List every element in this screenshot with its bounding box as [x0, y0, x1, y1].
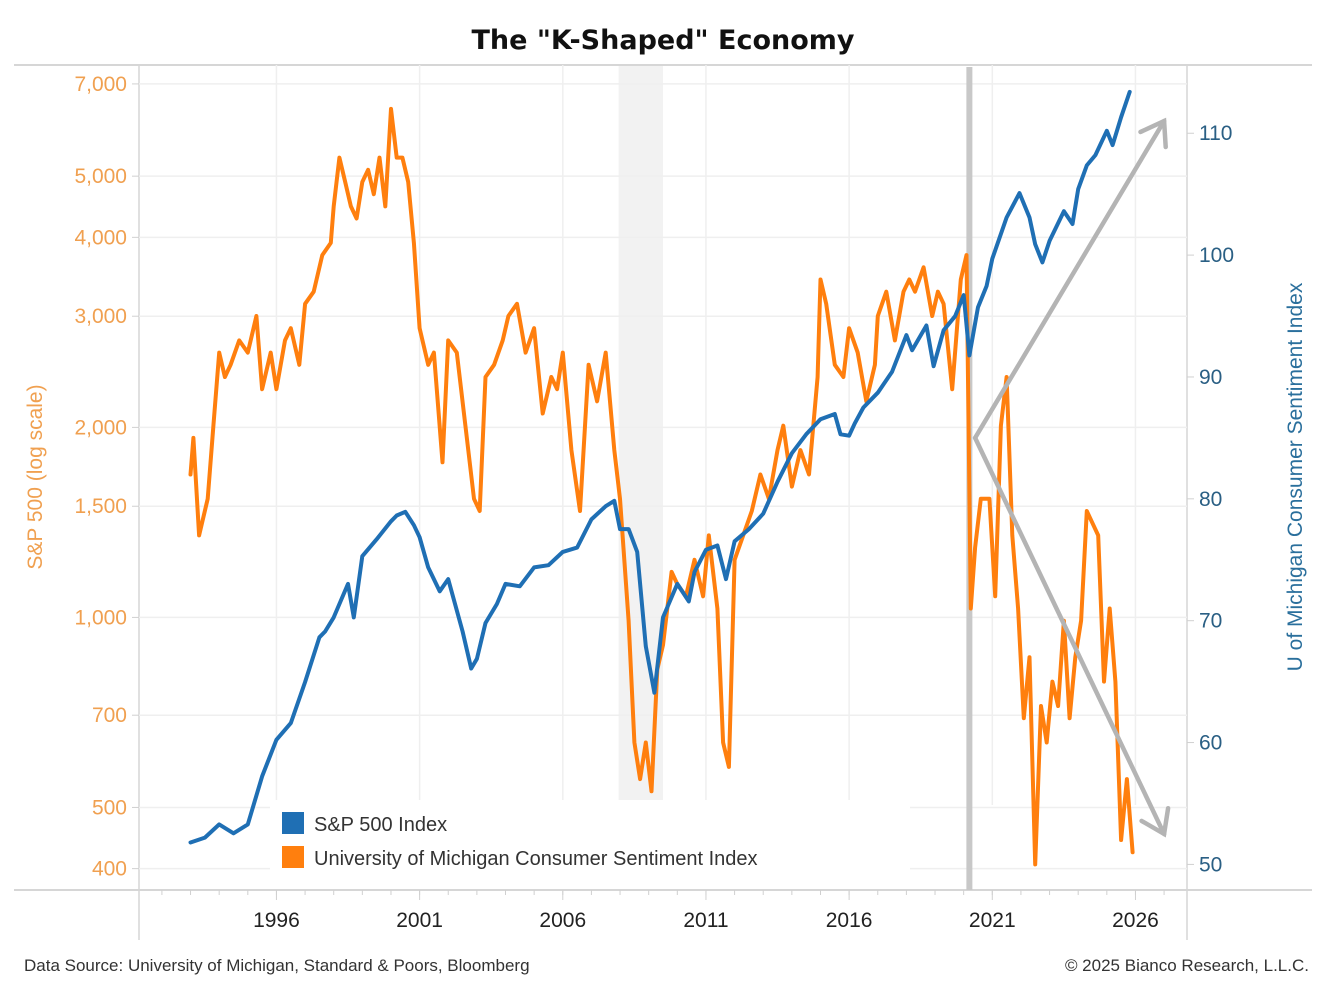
- legend-label-sentiment: University of Michigan Consumer Sentimen…: [314, 848, 758, 870]
- k-arrows: [972, 117, 1171, 838]
- left-tick-label: 1,000: [74, 606, 127, 629]
- x-tick-label: 2016: [826, 909, 873, 932]
- left-tick-label: 5,000: [74, 165, 127, 188]
- k-upper-arrow-shaft: [972, 118, 1167, 441]
- right-axis-ticks: 50 60 70 80 90 100 110: [1187, 122, 1234, 876]
- legend: S&P 500 Index University of Michigan Con…: [270, 800, 910, 880]
- right-axis-label: U of Michigan Consumer Sentiment Index: [1284, 282, 1307, 671]
- legend-label-sp500: S&P 500 Index: [314, 814, 447, 836]
- copyright-note: © 2025 Bianco Research, L.L.C.: [1065, 956, 1309, 975]
- series-layer: [188, 89, 1135, 867]
- x-tick-label: 2021: [969, 909, 1016, 932]
- sp500-line: [188, 89, 1132, 845]
- gridlines: [139, 65, 1187, 870]
- x-axis-ticks: 1996 2001 2006 2011 2016 2021 2026: [161, 890, 1165, 932]
- right-tick-label: 100: [1199, 244, 1234, 267]
- x-tick-label: 2011: [683, 909, 728, 932]
- chart-title: The "K-Shaped" Economy: [471, 25, 854, 56]
- right-tick-label: 50: [1199, 853, 1222, 876]
- k-lower-arrowhead-icon: [1139, 806, 1171, 838]
- left-axis-ticks: 400 500 700 1,000 1,500 2,000 3,000 4,000 5,000 7…: [74, 73, 139, 881]
- legend-swatch-sp500: [282, 812, 304, 834]
- left-tick-label: 700: [92, 704, 127, 727]
- left-tick-label: 4,000: [74, 226, 127, 249]
- right-tick-label: 110: [1199, 122, 1232, 145]
- left-tick-label: 7,000: [74, 73, 127, 96]
- right-tick-label: 90: [1199, 366, 1222, 389]
- left-tick-label: 3,000: [74, 305, 127, 328]
- right-tick-label: 60: [1199, 732, 1222, 755]
- left-tick-label: 1,500: [74, 495, 127, 518]
- left-axis-label: S&P 500 (log scale): [24, 384, 47, 569]
- right-tick-label: 80: [1199, 488, 1222, 511]
- left-tick-label: 2,000: [74, 416, 127, 439]
- left-tick-label: 400: [92, 858, 127, 881]
- x-tick-label: 2026: [1112, 909, 1159, 932]
- x-tick-label: 2001: [396, 909, 443, 932]
- left-tick-label: 500: [92, 796, 127, 819]
- legend-swatch-sentiment: [282, 846, 304, 868]
- x-tick-label: 1996: [253, 909, 300, 932]
- k-lower-arrow-shaft: [972, 435, 1167, 837]
- data-source-note: Data Source: University of Michigan, Sta…: [24, 956, 530, 975]
- right-tick-label: 70: [1199, 610, 1222, 633]
- x-tick-label: 2006: [539, 909, 586, 932]
- k-upper-arrowhead-icon: [1138, 117, 1168, 150]
- legend-background: [270, 800, 910, 880]
